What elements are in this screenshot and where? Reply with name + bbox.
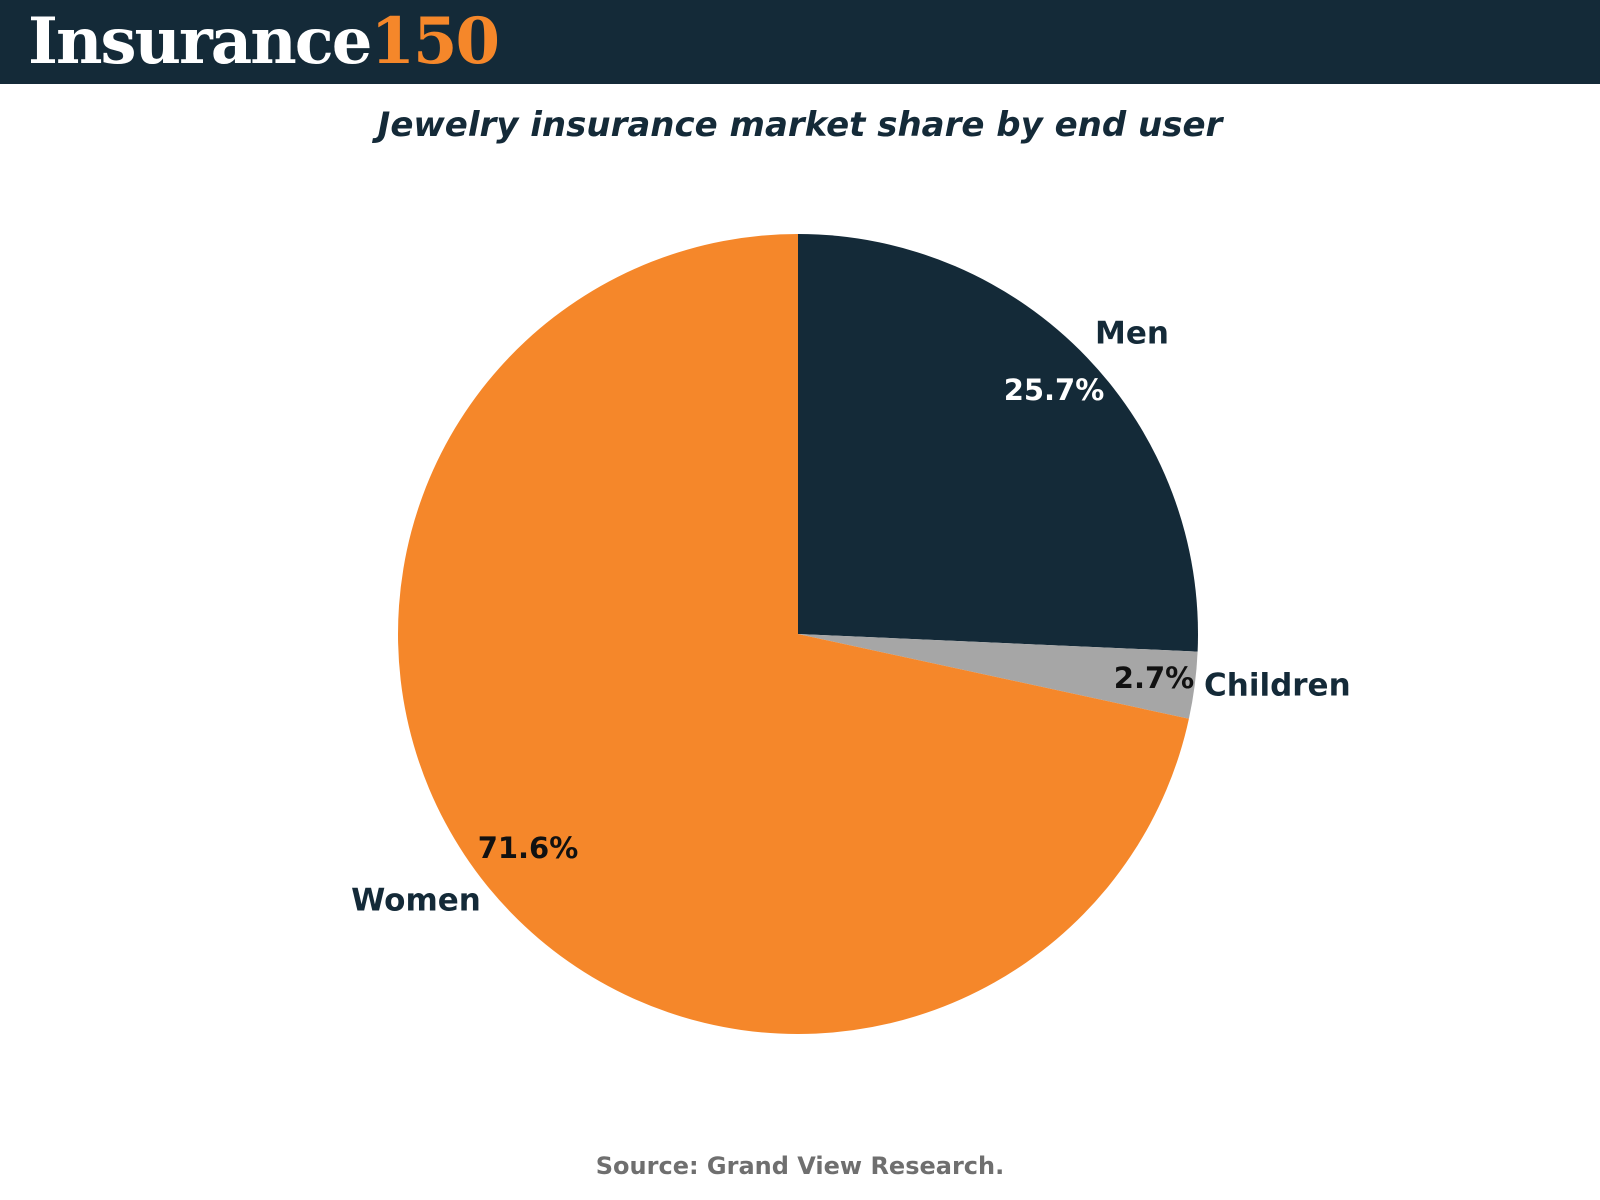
pct-label-women: 71.6%: [478, 831, 579, 865]
source-note: Source: Grand View Research.: [595, 1152, 1005, 1180]
pie-slice-men: [798, 234, 1198, 652]
brand-logo: Insurance150: [28, 4, 500, 80]
pie-slice-children: [798, 634, 1198, 719]
chart-title: Jewelry insurance market share by end us…: [377, 105, 1223, 145]
brand-logo-number: 150: [370, 4, 500, 79]
pct-label-children: 2.7%: [1114, 661, 1194, 695]
slice-label-women: Women: [351, 883, 481, 919]
brand-logo-word: Insurance: [28, 4, 372, 79]
brand-header: Insurance150: [0, 0, 1600, 84]
pie-slice-women: [397, 234, 1189, 1034]
pct-label-men: 25.7%: [1004, 373, 1105, 407]
slice-label-children: Children: [1204, 668, 1351, 704]
slice-label-men: Men: [1095, 316, 1169, 352]
